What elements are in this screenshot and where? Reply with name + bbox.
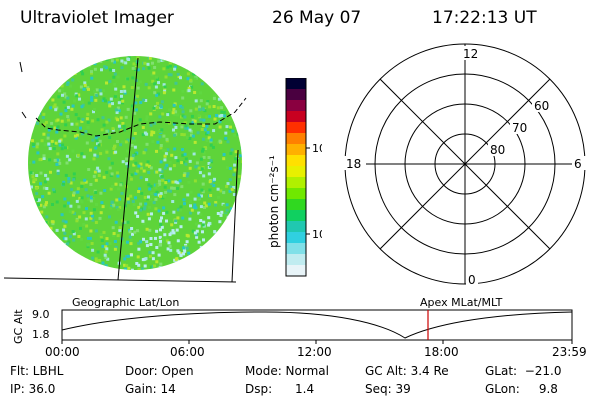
time-tick-1800: 18:00	[424, 345, 459, 359]
altitude-plot-frame	[61, 309, 573, 341]
mlat-label-60: 60	[534, 99, 549, 113]
time-tick-2359: 23:59	[552, 345, 587, 359]
filter-value: Flt: LBHL	[10, 364, 64, 378]
alt-tick-1-8: 1.8	[32, 328, 50, 341]
date-label: 26 May 07	[272, 8, 362, 28]
alt-axis-label: GC Alt	[12, 309, 25, 344]
sequence-value: Seq: 39	[365, 382, 411, 396]
altitude-timeline: Geographic Lat/Lon Apex MLat/MLT 9.0 1.8…	[12, 296, 587, 359]
alt-tick-9: 9.0	[32, 308, 50, 321]
longitude-line	[117, 57, 139, 281]
map-tick	[19, 61, 23, 73]
altitude-curve	[61, 311, 573, 339]
geographic-image-panel	[3, 56, 247, 283]
map-bottom-line	[3, 277, 237, 283]
polar-diagonal	[379, 78, 551, 250]
mlt-label-0: 0	[468, 273, 476, 287]
mlat-label-80: 80	[490, 143, 505, 157]
instrument-title: Ultraviolet Imager	[20, 8, 174, 28]
mlat-label-70: 70	[512, 121, 527, 135]
dsp-value: Dsp: 1.4	[245, 382, 315, 396]
time-label: 17:22:13 UT	[432, 8, 537, 28]
apex-mlat-title: Apex MLat/MLT	[420, 296, 503, 309]
longitude-line-right	[231, 149, 239, 283]
polar-mlt-grid: 12 18 6 0 60 70 80	[344, 43, 586, 287]
time-tick-1200: 12:00	[297, 345, 332, 359]
door-status: Door: Open	[125, 364, 194, 378]
ip-value: IP: 36.0	[10, 382, 56, 396]
map-tick	[21, 111, 27, 119]
geo-latlon-title: Geographic Lat/Lon	[72, 296, 179, 309]
gc-altitude-value: GC Alt: 3.4 Re	[365, 364, 449, 378]
mlt-label-6: 6	[574, 157, 582, 171]
mode-value: Mode: Normal	[245, 364, 329, 378]
time-tick-0000: 00:00	[45, 345, 80, 359]
colorbar-scale	[286, 78, 306, 277]
geo-longitude-value: GLon: 9.8	[485, 382, 558, 396]
gain-value: Gain: 14	[125, 382, 176, 396]
colorbar-tick-100: 100	[312, 142, 322, 155]
time-tick-0600: 06:00	[170, 345, 205, 359]
mlt-label-12: 12	[463, 47, 478, 61]
colorbar: 100 10 photon cm⁻²s⁻¹	[267, 78, 322, 277]
coastline-dashed	[35, 97, 247, 137]
colorbar-tick-10: 10	[312, 228, 322, 241]
mlt-label-18: 18	[346, 157, 361, 171]
colorbar-unit-label: photon cm⁻²s⁻¹	[267, 155, 281, 248]
geo-latitude-value: GLat: −21.0	[485, 364, 562, 378]
